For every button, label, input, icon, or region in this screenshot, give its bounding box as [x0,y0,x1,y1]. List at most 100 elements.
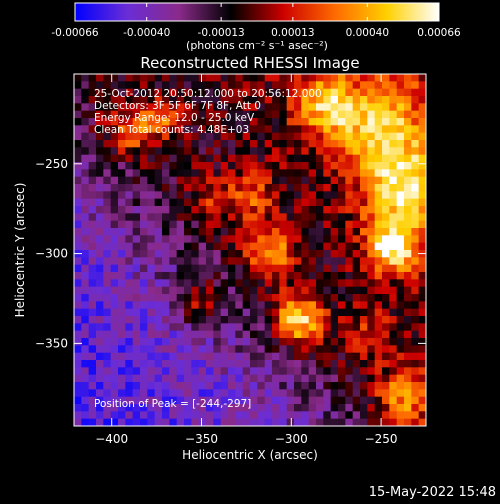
heatmap-cell [316,250,324,258]
heatmap-cell [389,125,398,134]
heatmap-cell [330,110,339,119]
heatmap-cell [316,418,324,426]
heatmap-cell [316,279,324,288]
heatmap-cell [301,360,310,368]
heatmap-cell [132,176,141,185]
heatmap-cell [103,308,112,317]
heatmap-cell [308,191,317,200]
heatmap-cell [330,96,339,104]
heatmap-cell [250,345,258,354]
heatmap-cell [169,411,178,420]
heatmap-cell [257,279,266,288]
heatmap-cell [250,140,258,148]
heatmap-cell [242,360,251,368]
heatmap-cell [220,140,229,148]
heatmap-cell [367,338,376,346]
heatmap-cell [418,198,426,207]
heatmap-cell [367,360,376,368]
heatmap-cell [352,154,361,163]
heatmap-cell [352,272,361,280]
heatmap-cell [140,235,148,244]
heatmap-cell [96,169,104,178]
heatmap-cell [382,352,390,361]
heatmap-cell [88,411,97,420]
heatmap-cell [125,279,134,288]
heatmap-cell [382,411,390,420]
heatmap-cell [323,382,332,390]
heatmap-cell [147,389,156,398]
heatmap-cell [147,125,156,134]
heatmap-cell [323,323,332,332]
heatmap-cell [191,169,200,178]
heatmap-cell [191,191,200,200]
heatmap-cell [316,162,324,170]
heatmap-cell [330,272,339,280]
heatmap-cell [110,360,119,368]
heatmap-cell [242,242,251,251]
heatmap-cell [338,132,346,141]
heatmap-cell [418,140,426,148]
heatmap-cell [154,338,163,346]
heatmap-cell [338,330,346,339]
heatmap-cell [257,118,266,126]
heatmap-cell [235,242,244,251]
heatmap-cell [389,286,398,295]
heatmap-cell [74,74,82,82]
heatmap-cell [418,396,426,405]
heatmap-cell [360,330,368,339]
heatmap-cell [154,228,163,236]
heatmap-cell [169,147,178,156]
heatmap-cell [154,279,163,288]
heatmap-cell [352,338,361,346]
heatmap-cell [250,301,258,310]
heatmap-cell [257,81,266,90]
heatmap-cell [323,360,332,368]
heatmap-cell [220,147,229,156]
heatmap-cell [235,418,244,426]
heatmap-cell [330,374,339,383]
heatmap-cell [330,103,339,112]
heatmap-cell [169,74,178,82]
heatmap-cell [272,294,280,302]
heatmap-cell [352,162,361,170]
heatmap-cell [382,250,390,258]
heatmap-cell [264,338,273,346]
heatmap-cell [118,404,126,412]
heatmap-cell [279,191,288,200]
heatmap-cell [74,411,82,420]
heatmap-cell [110,74,119,82]
heatmap-cell [213,286,222,295]
heatmap-cell [382,147,390,156]
heatmap-cell [103,206,112,214]
heatmap-cell [286,316,295,324]
heatmap-cell [110,140,119,148]
heatmap-cell [184,96,192,104]
heatmap-cell [330,132,339,141]
heatmap-cell [279,88,288,97]
heatmap-cell [74,323,82,332]
heatmap-cell [125,286,134,295]
heatmap-cell [257,257,266,266]
heatmap-cell [184,176,192,185]
heatmap-cell [96,184,104,192]
heatmap-cell [96,235,104,244]
heatmap-cell [228,81,236,90]
heatmap-cell [176,360,185,368]
heatmap-cell [418,118,426,126]
heatmap-cell [198,228,207,236]
heatmap-cell [418,352,426,361]
heatmap-cell [250,404,258,412]
heatmap-cell [96,367,104,376]
heatmap-cell [103,352,112,361]
heatmap-cell [220,118,229,126]
heatmap-cell [286,323,295,332]
heatmap-cell [338,404,346,412]
heatmap-cell [264,162,273,170]
heatmap-cell [382,81,390,90]
heatmap-cell [345,382,354,390]
heatmap-cell [81,169,90,178]
heatmap-cell [352,118,361,126]
heatmap-cell [330,176,339,185]
heatmap-cell [308,169,317,178]
heatmap-cell [250,242,258,251]
